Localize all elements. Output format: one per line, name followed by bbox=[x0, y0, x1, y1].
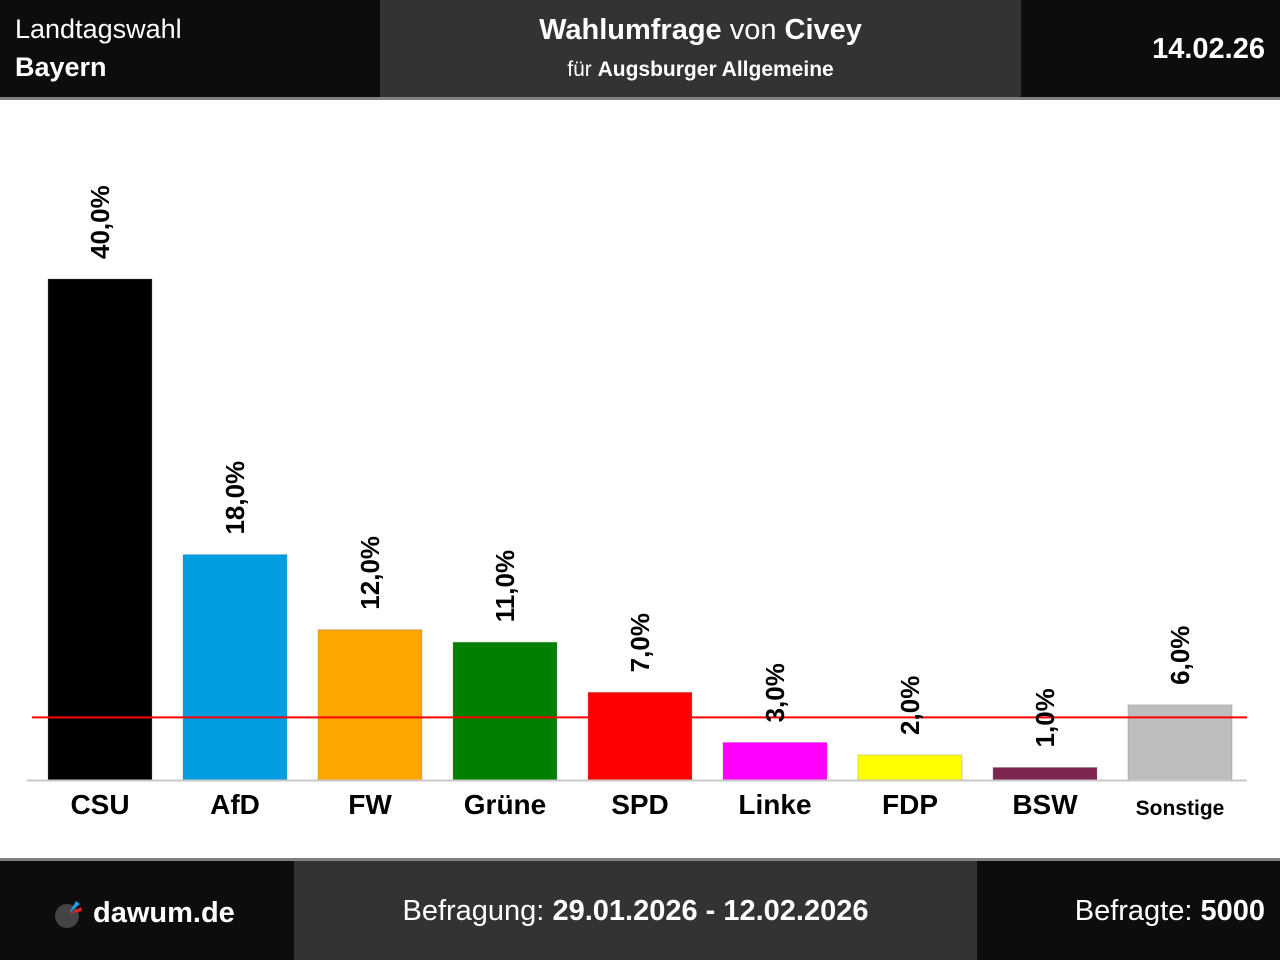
footer-divider bbox=[0, 858, 1280, 861]
value-label-sonstige: 6,0% bbox=[1165, 626, 1195, 685]
brand-link[interactable]: dawum.de bbox=[93, 897, 235, 929]
election-region: Bayern bbox=[15, 52, 107, 82]
respondents-label: Befragte: bbox=[1074, 895, 1201, 927]
bars-group bbox=[47, 278, 1233, 781]
bar-afd bbox=[182, 554, 288, 781]
header-election-panel: Landtagswahl Bayern bbox=[0, 0, 380, 97]
poll-subtitle: für Augsburger Allgemeine bbox=[380, 58, 1021, 82]
respondents-count: 5000 bbox=[1200, 895, 1265, 927]
dawum-logo-icon bbox=[55, 901, 82, 928]
poll-title-connector: von bbox=[721, 14, 785, 46]
publish-date: 14.02.26 bbox=[1152, 33, 1265, 65]
bar-sonstige bbox=[1127, 704, 1233, 781]
survey-period: Befragung: 29.01.2026 - 12.02.2026 bbox=[294, 895, 977, 928]
category-label-fdp: FDP bbox=[882, 789, 938, 820]
bar-spd bbox=[587, 691, 693, 781]
bar-linke bbox=[722, 741, 828, 781]
bar-csu bbox=[47, 278, 153, 781]
header-title-panel: Wahlumfrage von Civey für Augsburger All… bbox=[380, 0, 1021, 97]
bar-chart: 40,0% 18,0% 12,0% 11,0% 7,0% 3,0% 2,0% 1,0% 6,0%… bbox=[27, 185, 1247, 820]
header-divider bbox=[0, 97, 1280, 100]
respondents: Befragte: 5000 bbox=[1075, 895, 1265, 928]
value-label-linke: 3,0% bbox=[760, 663, 790, 722]
category-label-afd: AfD bbox=[210, 789, 260, 820]
footer-brand-panel: dawum.de bbox=[0, 861, 294, 960]
value-label-spd: 7,0% bbox=[625, 613, 655, 672]
header: Landtagswahl Bayern Wahlumfrage von Cive… bbox=[0, 0, 1280, 97]
value-label-fdp: 2,0% bbox=[895, 676, 925, 735]
value-label-gr-ne: 11,0% bbox=[490, 550, 520, 622]
bar-bsw bbox=[992, 766, 1098, 781]
value-label-bsw: 1,0% bbox=[1030, 688, 1060, 747]
survey-period-value: 29.01.2026 - 12.02.2026 bbox=[552, 895, 869, 927]
footer-respondents-panel: Befragte: 5000 bbox=[977, 861, 1280, 960]
category-labels-group: CSU AfD FW Grüne SPD Linke FDP BSW Sonstige bbox=[70, 789, 1224, 820]
category-label-csu: CSU bbox=[70, 789, 129, 820]
category-label-spd: SPD bbox=[611, 789, 669, 820]
header-date-panel: 14.02.26 bbox=[1021, 0, 1280, 97]
pollster-name: Civey bbox=[784, 14, 862, 46]
value-labels-group: 40,0% 18,0% 12,0% 11,0% 7,0% 3,0% 2,0% 1,0% 6,0% bbox=[85, 185, 1195, 747]
category-label-gr-ne: Grüne bbox=[464, 789, 546, 820]
poll-subtitle-prefix: für bbox=[567, 58, 598, 81]
bar-gr-ne bbox=[452, 641, 558, 781]
category-label-sonstige: Sonstige bbox=[1136, 797, 1225, 820]
bar-fw bbox=[317, 629, 423, 781]
survey-period-label: Befragung: bbox=[402, 895, 553, 927]
value-label-csu: 40,0% bbox=[85, 185, 115, 259]
footer-period-panel: Befragung: 29.01.2026 - 12.02.2026 bbox=[294, 861, 977, 960]
value-label-fw: 12,0% bbox=[355, 536, 385, 610]
election-type: Landtagswahl bbox=[15, 14, 182, 44]
client-name: Augsburger Allgemeine bbox=[597, 58, 834, 81]
bar-fdp bbox=[857, 754, 963, 781]
poll-title: Wahlumfrage von Civey bbox=[380, 14, 1021, 47]
category-label-bsw: BSW bbox=[1012, 789, 1078, 820]
category-label-fw: FW bbox=[348, 789, 392, 820]
poll-title-main: Wahlumfrage bbox=[539, 14, 722, 46]
category-label-linke: Linke bbox=[738, 789, 811, 820]
value-label-afd: 18,0% bbox=[220, 461, 250, 535]
